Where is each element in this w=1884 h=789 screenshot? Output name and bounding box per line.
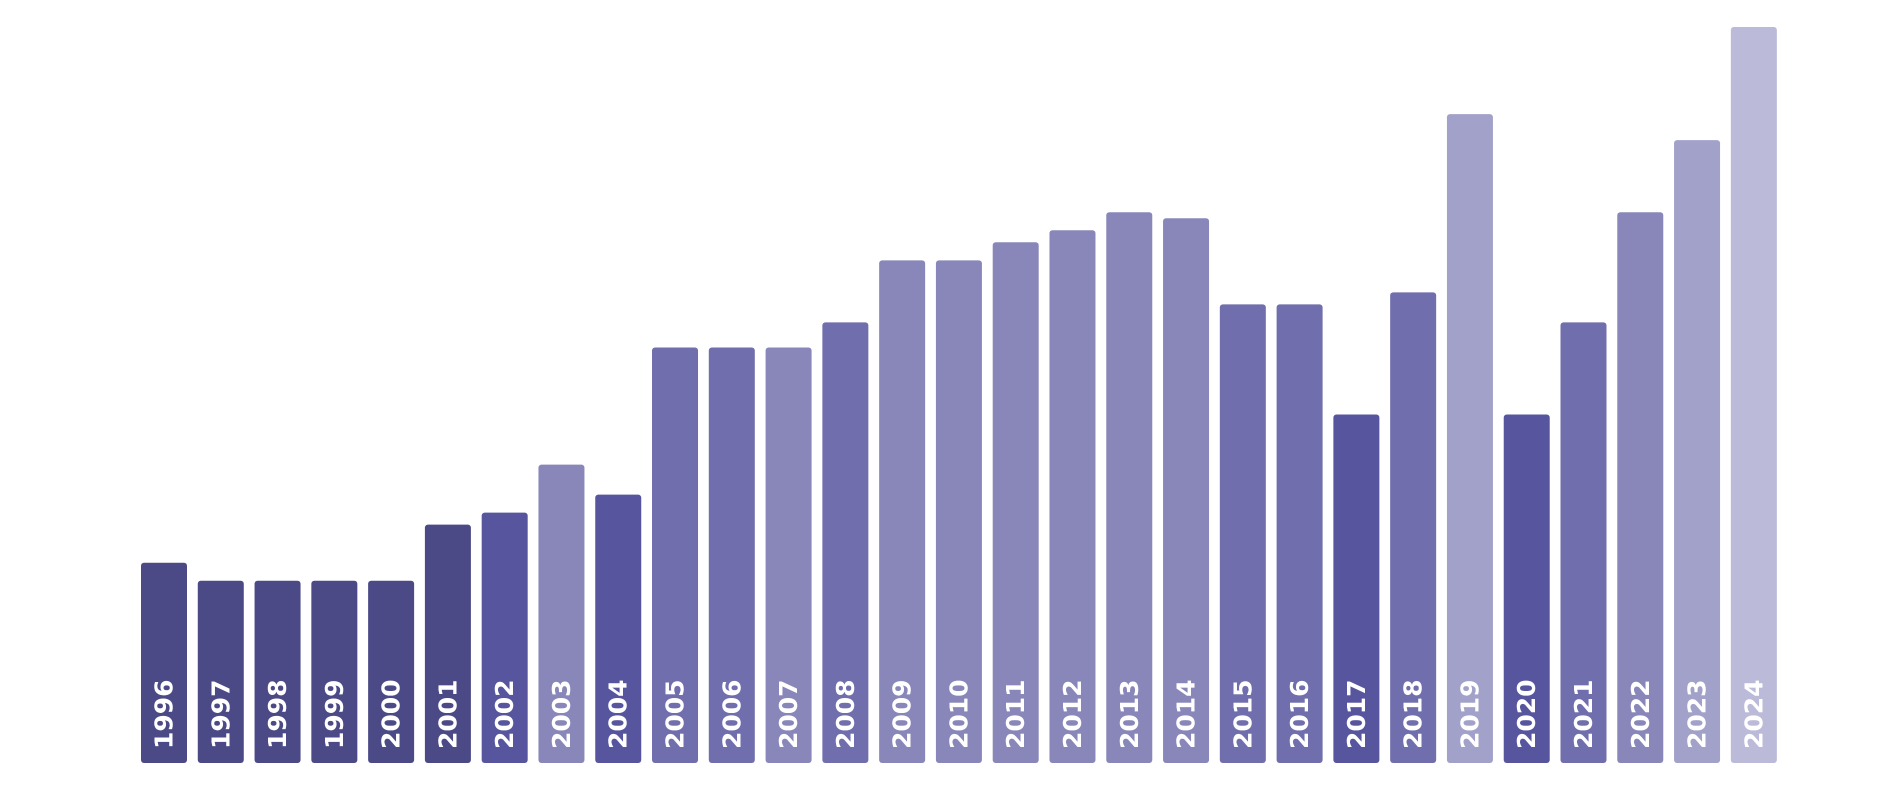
bar-label-2002: 2002 — [490, 679, 519, 749]
bar-2020 — [1503, 414, 1550, 763]
bar-label-2017: 2017 — [1342, 679, 1371, 749]
bar-label-2005: 2005 — [661, 679, 690, 749]
bar-label-2004: 2004 — [604, 679, 633, 749]
bar-2017 — [1333, 414, 1380, 763]
bar-label-1996: 1996 — [150, 679, 179, 749]
labels-layer: 1996 1997 1998 1999 2000 2001 2002 2003 2004 2005… — [150, 679, 1769, 749]
bar-2021 — [1560, 322, 1607, 763]
bar-1999 — [311, 580, 358, 763]
bar-2023 — [1674, 140, 1721, 763]
bar-1998 — [254, 580, 301, 763]
bar-label-2001: 2001 — [433, 679, 462, 749]
bar-2015 — [1219, 304, 1266, 763]
bar-2016 — [1276, 304, 1323, 763]
bar-1996 — [141, 562, 187, 763]
bar-label-2011: 2011 — [1001, 679, 1030, 749]
bar-2024 — [1730, 27, 1777, 763]
bar-2011 — [992, 242, 1039, 764]
bar-2014 — [1163, 218, 1210, 763]
bar-label-2009: 2009 — [888, 679, 917, 749]
bar-label-2023: 2023 — [1683, 679, 1712, 749]
bar-label-2020: 2020 — [1512, 679, 1541, 749]
bar-2005 — [652, 347, 699, 763]
bar-2002 — [481, 512, 528, 763]
bar-2019 — [1446, 114, 1493, 764]
bar-label-2007: 2007 — [774, 679, 803, 749]
bar-label-2010: 2010 — [944, 679, 973, 749]
bar-2018 — [1390, 292, 1437, 763]
bar-label-2008: 2008 — [831, 679, 860, 749]
bar-label-1997: 1997 — [206, 679, 235, 749]
bar-label-2006: 2006 — [717, 679, 746, 749]
bar-2003 — [538, 464, 585, 763]
bar-label-2013: 2013 — [1115, 679, 1144, 749]
bar-label-2021: 2021 — [1569, 679, 1598, 749]
bar-label-2024: 2024 — [1739, 679, 1768, 749]
bar-2000 — [368, 580, 415, 763]
bar-1997 — [197, 580, 244, 763]
bar-2004 — [595, 494, 642, 763]
bar-label-2000: 2000 — [377, 679, 406, 749]
bar-label-2019: 2019 — [1455, 679, 1484, 749]
bar-label-2012: 2012 — [1058, 679, 1087, 749]
bar-2022 — [1617, 212, 1664, 763]
bar-label-1998: 1998 — [263, 679, 292, 749]
bar-label-2016: 2016 — [1285, 679, 1314, 749]
bar-2010 — [935, 260, 982, 763]
bar-2013 — [1106, 212, 1153, 763]
bar-2006 — [708, 347, 755, 763]
bar-2008 — [822, 322, 869, 763]
bar-2001 — [424, 524, 471, 763]
bar-label-1999: 1999 — [320, 679, 349, 749]
bar-label-2003: 2003 — [547, 679, 576, 749]
bar-label-2022: 2022 — [1626, 679, 1655, 749]
bar-label-2018: 2018 — [1399, 679, 1428, 749]
bar-2012 — [1049, 230, 1096, 763]
bar-label-2014: 2014 — [1172, 679, 1201, 749]
bar-2009 — [879, 260, 926, 763]
bar-label-2015: 2015 — [1228, 679, 1257, 749]
bar-2007 — [765, 347, 812, 763]
bars-layer — [141, 27, 1777, 764]
